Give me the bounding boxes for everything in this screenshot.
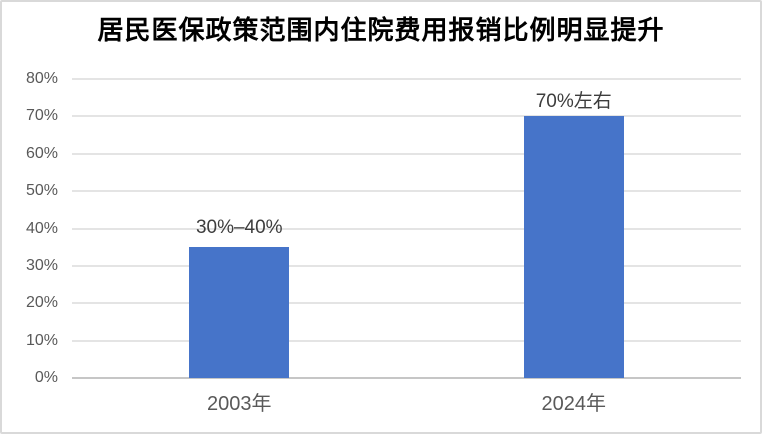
gridline: [72, 190, 741, 193]
x-axis-category-label: 2024年: [541, 393, 607, 415]
gridline: [72, 115, 741, 118]
gridline: [72, 302, 741, 305]
gridline: [72, 227, 741, 230]
bar-2024年: [523, 116, 624, 378]
y-axis-tick-label: 20%: [25, 294, 58, 312]
y-axis-tick-label: 0%: [34, 369, 58, 386]
chart-title: 居民医保政策范围内住院费用报销比例明显提升: [97, 15, 665, 45]
y-axis-tick-label: 10%: [25, 331, 58, 349]
bar-data-label: 30%–40%: [195, 217, 283, 239]
gridline: [72, 339, 741, 342]
y-axis-tick-label: 70%: [25, 107, 58, 125]
x-axis-category-label: 2003年: [207, 393, 272, 415]
y-axis-tick-label: 80%: [25, 70, 58, 87]
y-axis-tick-label: 30%: [25, 256, 58, 274]
plot-area: [72, 78, 741, 379]
gridline: [72, 264, 741, 267]
y-axis-tick-label: 60%: [25, 144, 58, 162]
bar-data-label: 70%左右: [535, 91, 612, 113]
gridline: [72, 152, 741, 155]
bar-2003年: [189, 247, 290, 378]
y-axis-tick-label: 50%: [25, 182, 58, 200]
gridline: [72, 78, 741, 80]
y-axis-tick-label: 40%: [25, 219, 58, 237]
x-axis-line: [72, 377, 741, 379]
